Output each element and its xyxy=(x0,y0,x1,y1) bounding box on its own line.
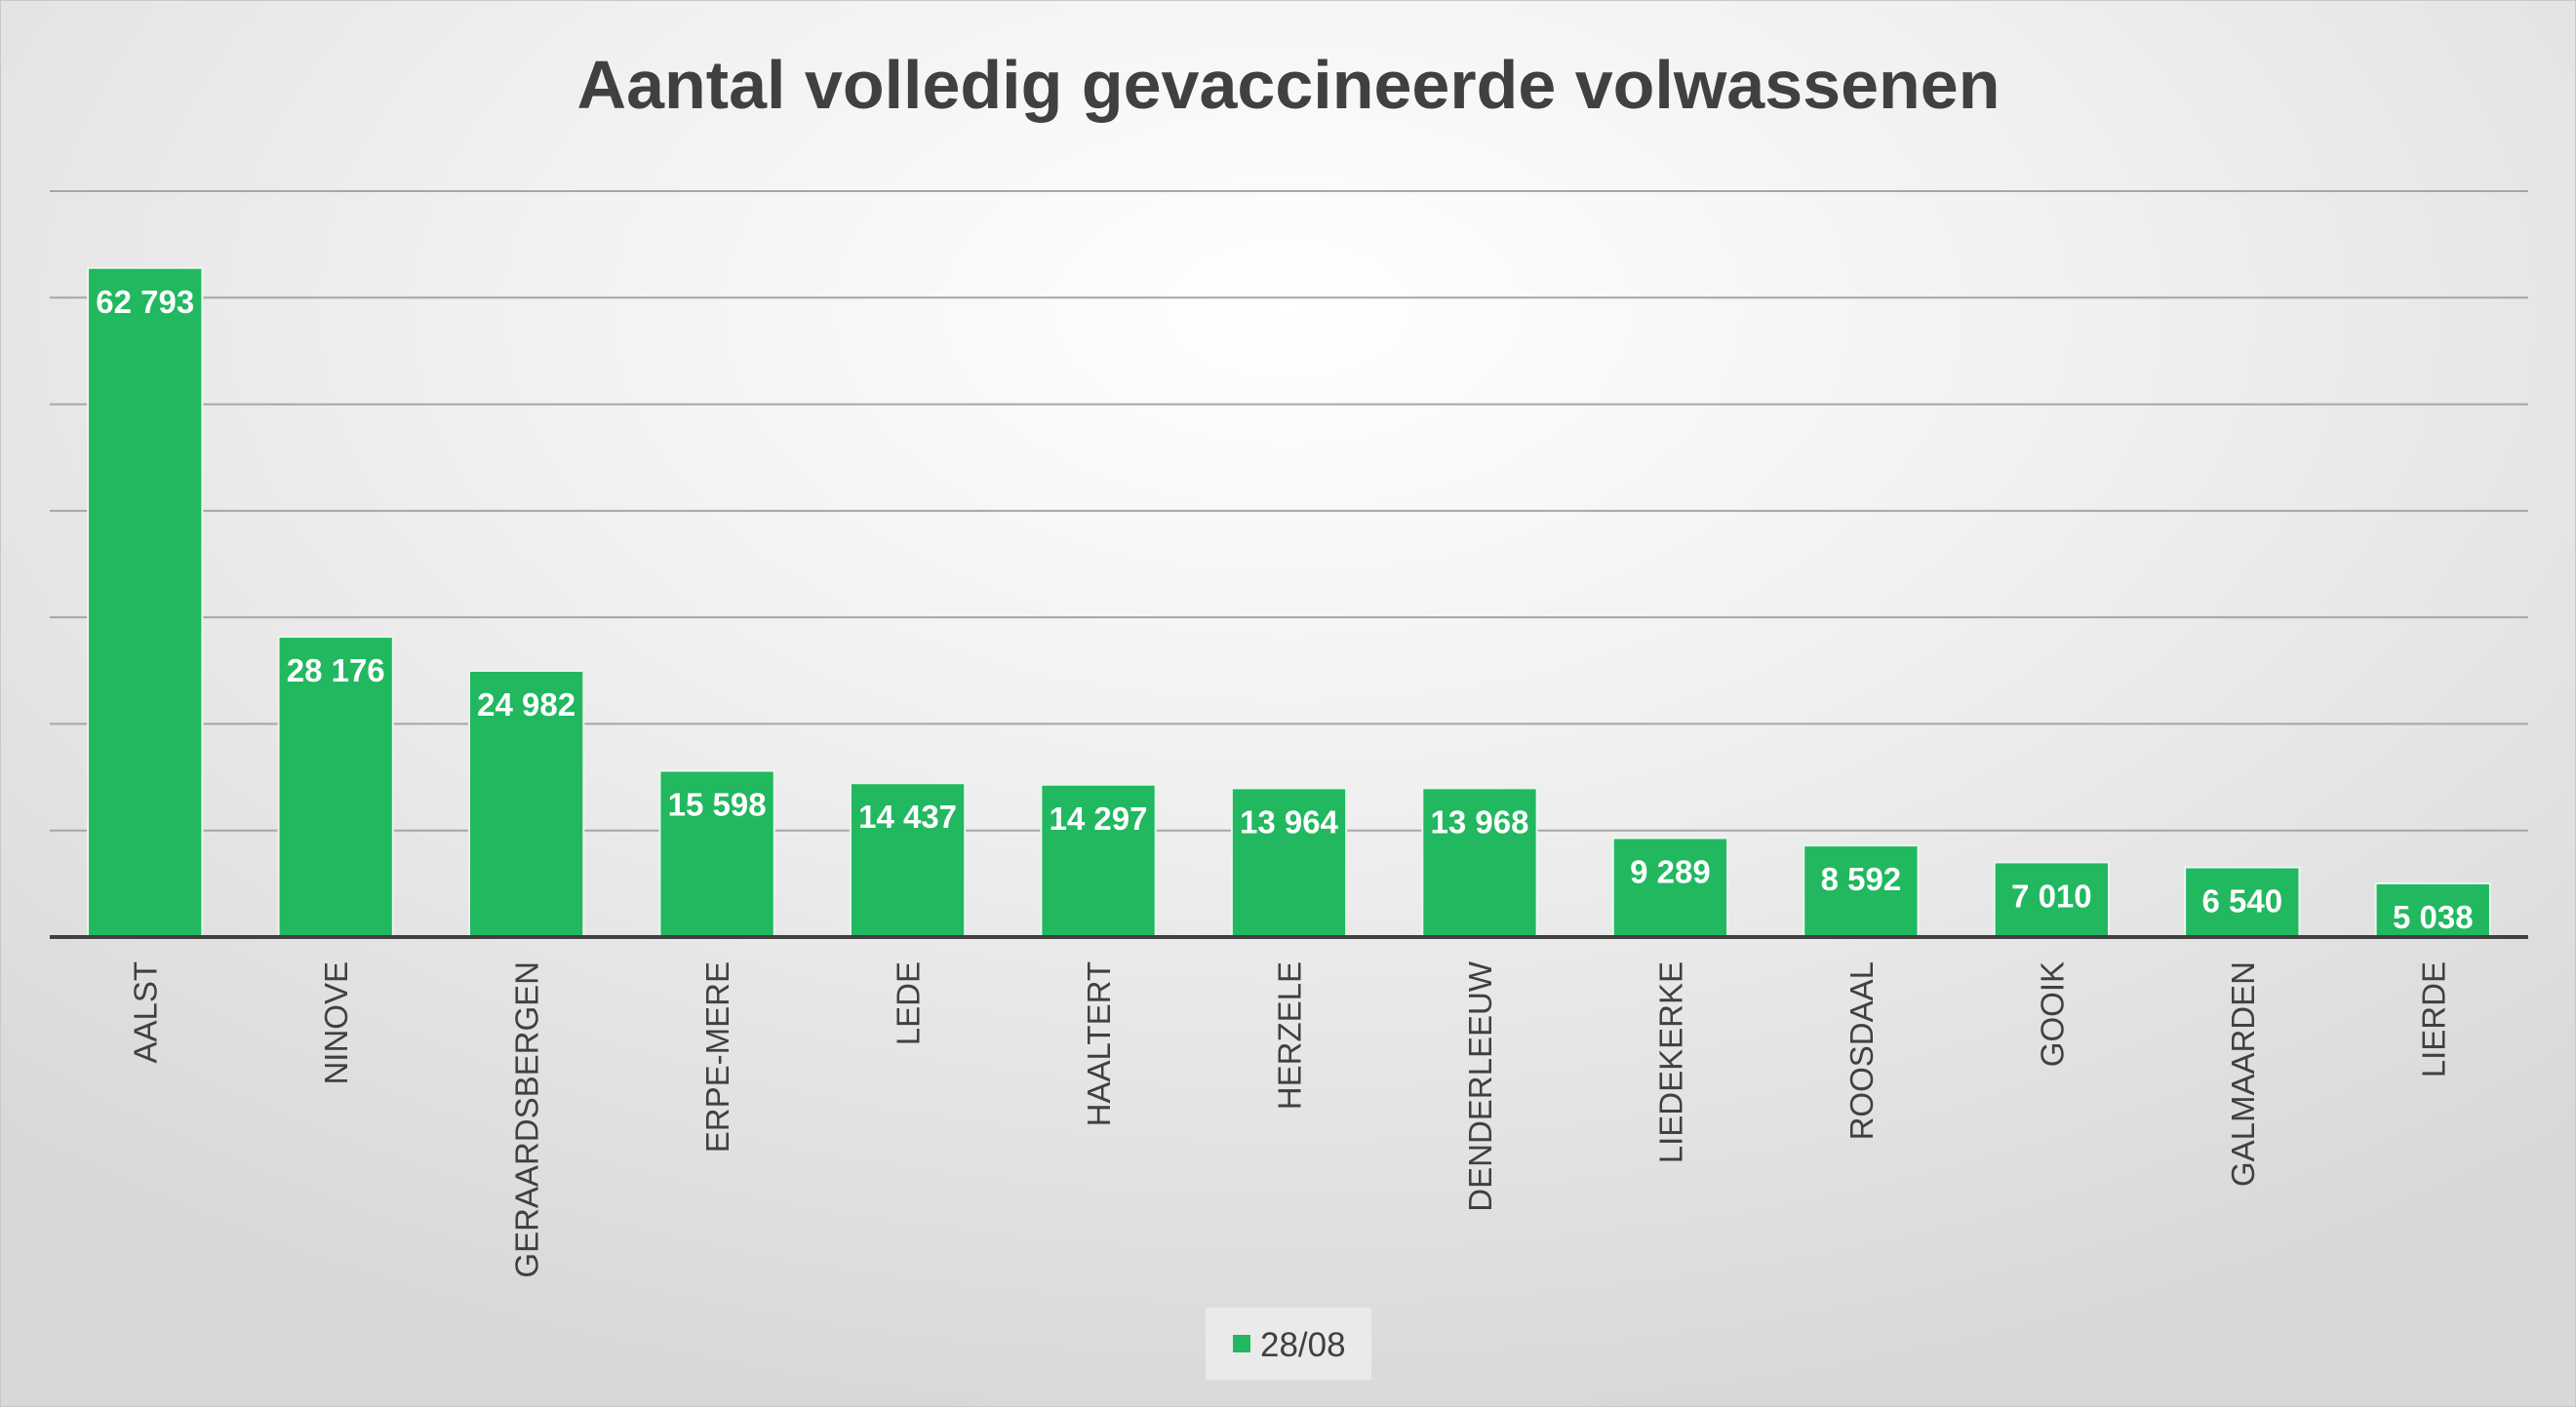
category-label: ROOSDAAL xyxy=(1843,961,1880,1140)
value-label: 15 598 xyxy=(668,787,767,823)
value-label: 24 982 xyxy=(477,686,575,723)
bar xyxy=(1230,787,1348,938)
legend-swatch xyxy=(1233,1335,1250,1352)
value-label: 13 964 xyxy=(1240,803,1339,840)
category-label: DENDERLEEUW xyxy=(1462,960,1498,1212)
bar xyxy=(2374,881,2491,938)
bar xyxy=(849,782,967,939)
bar xyxy=(1421,787,1538,939)
bar xyxy=(87,266,204,938)
category-label: GALMAARDEN xyxy=(2225,961,2261,1187)
value-label: 28 176 xyxy=(287,652,385,688)
value-label: 14 297 xyxy=(1050,801,1148,837)
bar xyxy=(2184,866,2301,939)
value-label: 5 038 xyxy=(2393,899,2474,935)
value-label: 7 010 xyxy=(2011,878,2092,914)
category-labels: AALST NINOVE GERAARDSBERGEN ERPE-MERE LEDE HA… xyxy=(128,960,2452,1277)
value-label: 6 540 xyxy=(2202,883,2283,919)
bar xyxy=(658,769,775,938)
category-label: LIERDE xyxy=(2415,961,2451,1077)
category-label: NINOVE xyxy=(318,961,354,1085)
value-labels: 62 793 28 176 24 982 15 598 14 437 14 297 13 9… xyxy=(96,284,2473,935)
bar xyxy=(468,669,585,938)
value-label: 14 437 xyxy=(858,799,957,835)
chart-title: Aantal volledig gevaccineerde volwassene… xyxy=(577,47,2001,123)
bar xyxy=(1803,844,1920,938)
legend-label: 28/08 xyxy=(1260,1326,1346,1364)
category-label: GOOIK xyxy=(2034,961,2070,1067)
gridlines xyxy=(50,190,2528,832)
category-label: ERPE-MERE xyxy=(699,961,735,1153)
bars xyxy=(87,266,2491,939)
bar xyxy=(1040,783,1157,938)
value-label: 8 592 xyxy=(1821,861,1902,897)
legend: 28/08 xyxy=(1206,1308,1371,1380)
category-label: HERZELE xyxy=(1272,961,1308,1110)
value-label: 9 289 xyxy=(1630,853,1711,889)
category-label: AALST xyxy=(128,961,164,1064)
category-label: GERAARDSBERGEN xyxy=(509,961,545,1278)
bar xyxy=(277,636,394,939)
bar xyxy=(1993,861,2110,938)
category-label: LEDE xyxy=(891,961,927,1045)
category-label: HAALTERT xyxy=(1081,961,1117,1126)
category-label: LIEDEKERKE xyxy=(1652,961,1688,1163)
value-label: 13 968 xyxy=(1430,803,1528,840)
value-label: 62 793 xyxy=(96,284,194,320)
